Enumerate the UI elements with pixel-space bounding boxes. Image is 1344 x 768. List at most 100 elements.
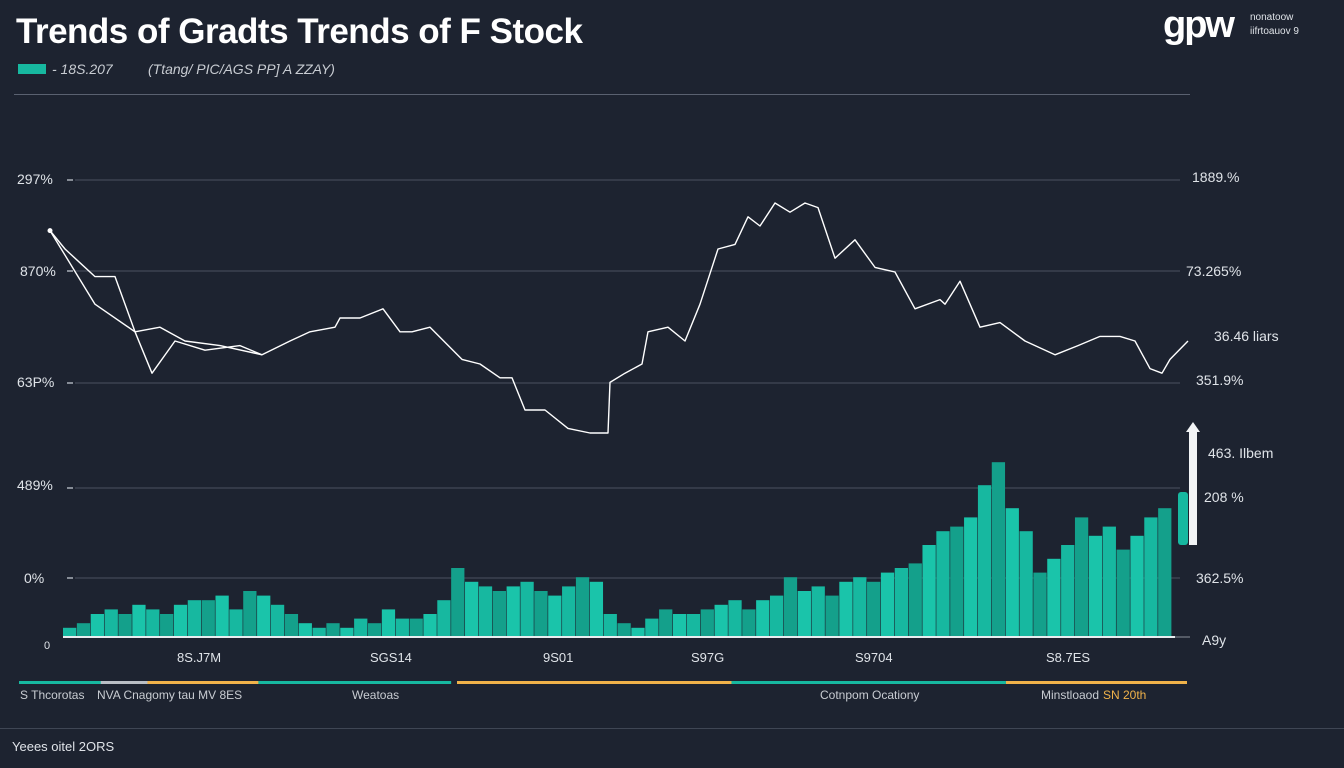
indicator-bar (1178, 492, 1188, 545)
stock-line-main (49, 202, 1189, 434)
volume-bar (645, 618, 659, 637)
volume-bar (728, 600, 742, 637)
volume-bar (437, 600, 451, 637)
left-tick-label: 489% (17, 477, 53, 493)
stock-line-secondary (49, 230, 263, 356)
volume-bar (991, 462, 1006, 637)
volume-bar (589, 581, 604, 637)
volume-bar (1088, 535, 1103, 637)
volume-bar (1116, 549, 1130, 637)
volume-bar (451, 568, 465, 637)
timeline-band-segment (731, 681, 1006, 684)
volume-bar (326, 623, 340, 637)
legend-subtitle: (Ttang/ PIC/AGS PP] A ZZAY) (148, 61, 335, 77)
timeline-band-segment (258, 681, 452, 684)
line-start-point (47, 228, 53, 234)
volume-bar (423, 614, 437, 637)
timeline-band-segment (100, 681, 148, 684)
volume-bar (229, 609, 243, 637)
x-tick-label: S8.7ES (1046, 650, 1091, 665)
volume-bar (1144, 517, 1158, 637)
volume-bar (201, 600, 215, 637)
volume-bar (312, 627, 326, 637)
volume-bar (395, 618, 409, 637)
volume-bar (478, 586, 493, 637)
volume-bar (298, 623, 312, 637)
volume-bar (104, 609, 118, 637)
band-label: S Thcorotas (20, 688, 85, 702)
band-label-highlight: SN 20th (1103, 688, 1147, 702)
volume-bar (520, 581, 534, 637)
volume-bar (742, 609, 756, 637)
volume-bar (977, 485, 992, 637)
volume-bar (783, 577, 798, 637)
volume-bar (381, 609, 396, 637)
x-tick-label: S9704 (855, 650, 893, 665)
indicator-arrow-bar (1189, 430, 1197, 545)
volume-bar (880, 572, 895, 637)
x-tick-label: 8S.J7M (177, 650, 222, 665)
right-tick-label: 362.5% (1196, 570, 1244, 586)
volume-bar (1158, 508, 1172, 637)
brand-logo: gpw (1163, 4, 1235, 46)
volume-bar (686, 614, 701, 637)
volume-bar (90, 614, 104, 637)
right-annotation: 463. Ilbem (1208, 445, 1274, 461)
volume-bar (1074, 517, 1089, 637)
left-tick-label: 870% (20, 263, 56, 279)
band-label: NVA Cnagomy tau MV 8ES (97, 688, 243, 702)
logo-subtitle-1: nonatoow (1250, 12, 1294, 23)
x-tick-label: 9S01 (543, 650, 574, 665)
volume-bar (118, 614, 132, 637)
arrow-up-icon (1186, 422, 1200, 432)
volume-bar (548, 595, 562, 637)
x-tick-label: S97G (691, 650, 725, 665)
volume-bar (1033, 572, 1047, 637)
volume-bar (769, 595, 784, 637)
volume-bar (839, 581, 853, 637)
volume-bar (617, 623, 631, 637)
left-tick-label: 0 (44, 640, 51, 652)
volume-bar (215, 595, 229, 637)
band-label: Cotnpom Ocationy (820, 688, 920, 702)
timeline-band-segment (1005, 681, 1187, 684)
volume-bar (922, 545, 936, 637)
volume-bar (964, 517, 978, 637)
volume-bar (76, 623, 91, 637)
volume-bar (340, 627, 354, 637)
volume-bar (257, 595, 271, 637)
volume-bar (936, 531, 950, 637)
volume-bar (284, 614, 299, 637)
volume-bar (672, 614, 687, 637)
volume-bar (811, 586, 825, 637)
volume-bar (575, 577, 590, 637)
volume-bar (506, 586, 520, 637)
legend-label: - 18S.207 (52, 61, 113, 77)
volume-bar (1005, 508, 1019, 637)
volume-bar (465, 581, 479, 637)
volume-bar (173, 604, 188, 637)
volume-bar (1047, 558, 1061, 637)
right-tick-label: 1889.% (1192, 169, 1240, 185)
volume-bar (867, 581, 881, 637)
x-tick-label: SGS14 (370, 650, 412, 665)
volume-bar (367, 623, 382, 637)
volume-bar (756, 600, 770, 637)
volume-bar (825, 595, 839, 637)
volume-bar (1019, 531, 1033, 637)
volume-bar (797, 591, 811, 637)
volume-bar (492, 591, 506, 637)
band-label: Weatoas (352, 688, 400, 702)
right-tick-label: 73.265% (1186, 263, 1242, 279)
volume-bar (160, 614, 174, 637)
volume-bar (659, 609, 673, 637)
volume-bar (409, 618, 423, 637)
volume-bar (132, 604, 146, 637)
volume-bar (187, 600, 202, 637)
chart-title: Trends of Gradts Trends of F Stock (16, 12, 583, 51)
right-tick-label: A9y (1202, 632, 1227, 648)
footer-text: Yeees oitel 2ORS (12, 739, 115, 754)
volume-bar (270, 604, 285, 637)
legend-swatch (18, 64, 46, 74)
